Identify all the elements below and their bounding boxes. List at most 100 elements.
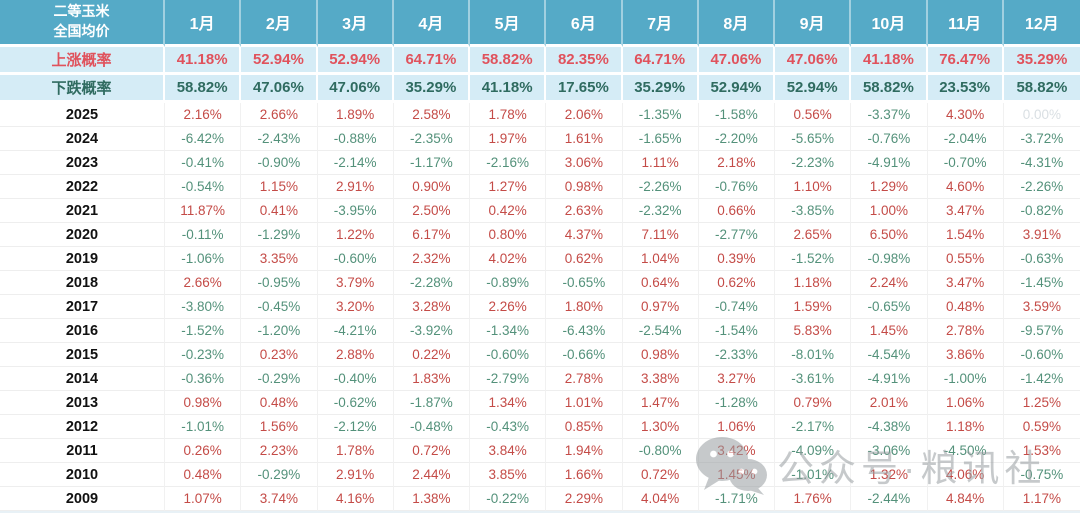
value-cell: -1.65% (622, 127, 699, 151)
value-cell: -4.54% (851, 343, 928, 367)
value-cell: 1.53% (1003, 439, 1080, 463)
value-cell: 4.37% (546, 223, 623, 247)
value-cell: 1.76% (775, 487, 852, 511)
year-row: 2010 0.48% -0.29% 2.91% 2.44% 3.85% 1.66% 0.72%… (0, 463, 1080, 487)
value-cell: -0.75% (1003, 463, 1080, 487)
value-cell: 3.47% (927, 271, 1004, 295)
value-cell: 1.97% (470, 127, 547, 151)
value-cell: -2.28% (393, 271, 470, 295)
value-cell: 7.11% (622, 223, 699, 247)
value-cell: -4.31% (1003, 151, 1080, 175)
value-cell: 3.85% (470, 463, 547, 487)
year-label: 2025 (0, 103, 165, 127)
year-row: 2024 -6.42% -2.43% -0.88% -2.35% 1.97% 1.61% -1… (0, 127, 1080, 151)
value-cell: 3.79% (317, 271, 394, 295)
value-cell: 2.78% (546, 367, 623, 391)
value-cell: 1.18% (775, 271, 852, 295)
value-cell: 3.74% (241, 487, 318, 511)
value-cell: 0.72% (393, 439, 470, 463)
corner-line1: 二等玉米 (53, 3, 110, 20)
year-label: 2013 (0, 391, 165, 415)
value-cell: -2.20% (698, 127, 775, 151)
value-cell: 2.29% (546, 487, 623, 511)
year-label: 2023 (0, 151, 165, 175)
month-header: 2月 (241, 0, 318, 47)
value-cell: 1.07% (165, 487, 242, 511)
month-header: 4月 (393, 0, 470, 47)
value-cell: 1.66% (546, 463, 623, 487)
table-header: 二等玉米 全国均价 1月 2月 3月 4月 5月 6月 7月 8月 9月 10月 11月 12月 (0, 0, 1080, 47)
value-cell: -0.88% (317, 127, 394, 151)
value-cell: -0.89% (470, 271, 547, 295)
value-cell: 2.58% (393, 103, 470, 127)
value-cell: 0.62% (698, 271, 775, 295)
value-cell: -4.09% (775, 439, 852, 463)
value-cell: 1.30% (622, 415, 699, 439)
value-cell: -0.65% (851, 295, 928, 319)
value-cell: 0.22% (393, 343, 470, 367)
value-cell: -0.45% (241, 295, 318, 319)
value-cell: -2.32% (622, 199, 699, 223)
value-cell: -0.74% (698, 295, 775, 319)
value-cell: 2.26% (470, 295, 547, 319)
value-cell: 3.84% (470, 439, 547, 463)
value-cell: 0.00% (1003, 103, 1080, 127)
value-cell: -0.98% (851, 247, 928, 271)
month-header: 3月 (317, 0, 394, 47)
value-cell: 1.15% (241, 175, 318, 199)
value-cell: 3.47% (927, 199, 1004, 223)
value-cell: 2.91% (317, 175, 394, 199)
value-cell: 3.20% (317, 295, 394, 319)
value-cell: 1.94% (546, 439, 623, 463)
value-cell: -1.52% (775, 247, 852, 271)
month-header: 5月 (470, 0, 547, 47)
value-cell: 0.41% (241, 199, 318, 223)
year-row: 2020 -0.11% -1.29% 1.22% 6.17% 0.80% 4.37% 7.11… (0, 223, 1080, 247)
value-cell: -1.01% (165, 415, 242, 439)
value-cell: -2.17% (775, 415, 852, 439)
value-cell: 0.72% (622, 463, 699, 487)
value-cell: 1.06% (698, 415, 775, 439)
value-cell: 2.91% (317, 463, 394, 487)
value-cell: -0.22% (470, 487, 547, 511)
value-cell: -0.41% (165, 151, 242, 175)
value-cell: 4.60% (927, 175, 1004, 199)
value-cell: -0.23% (165, 343, 242, 367)
value-cell: -2.54% (622, 319, 699, 343)
value-cell: -1.20% (241, 319, 318, 343)
value-cell: 1.45% (851, 319, 928, 343)
value-cell: 0.56% (775, 103, 852, 127)
value-cell: 1.54% (927, 223, 1004, 247)
value-cell: 0.98% (546, 175, 623, 199)
value-cell: 2.44% (393, 463, 470, 487)
value-cell: 1.89% (317, 103, 394, 127)
value-cell: 3.91% (1003, 223, 1080, 247)
probability-value-cell: 58.82% (1003, 75, 1080, 103)
year-label: 2021 (0, 199, 165, 223)
value-cell: -1.06% (165, 247, 242, 271)
value-cell: -0.76% (851, 127, 928, 151)
value-cell: -0.80% (622, 439, 699, 463)
year-label: 2022 (0, 175, 165, 199)
value-cell: 1.25% (1003, 391, 1080, 415)
probability-value-cell: 47.06% (698, 47, 775, 75)
value-cell: 3.42% (698, 439, 775, 463)
value-cell: 1.11% (622, 151, 699, 175)
value-cell: -1.87% (393, 391, 470, 415)
year-label: 2011 (0, 439, 165, 463)
value-cell: -0.62% (317, 391, 394, 415)
value-cell: -3.95% (317, 199, 394, 223)
year-label: 2019 (0, 247, 165, 271)
corner-header-cell: 二等玉米 全国均价 (0, 0, 165, 47)
value-cell: 1.78% (317, 439, 394, 463)
value-cell: -2.26% (622, 175, 699, 199)
value-cell: 0.90% (393, 175, 470, 199)
year-label: 2015 (0, 343, 165, 367)
probability-value-cell: 35.29% (1003, 47, 1080, 75)
probability-value-cell: 52.94% (698, 75, 775, 103)
value-cell: 0.59% (1003, 415, 1080, 439)
value-cell: -2.16% (470, 151, 547, 175)
value-cell: 3.38% (622, 367, 699, 391)
value-cell: 2.06% (546, 103, 623, 127)
